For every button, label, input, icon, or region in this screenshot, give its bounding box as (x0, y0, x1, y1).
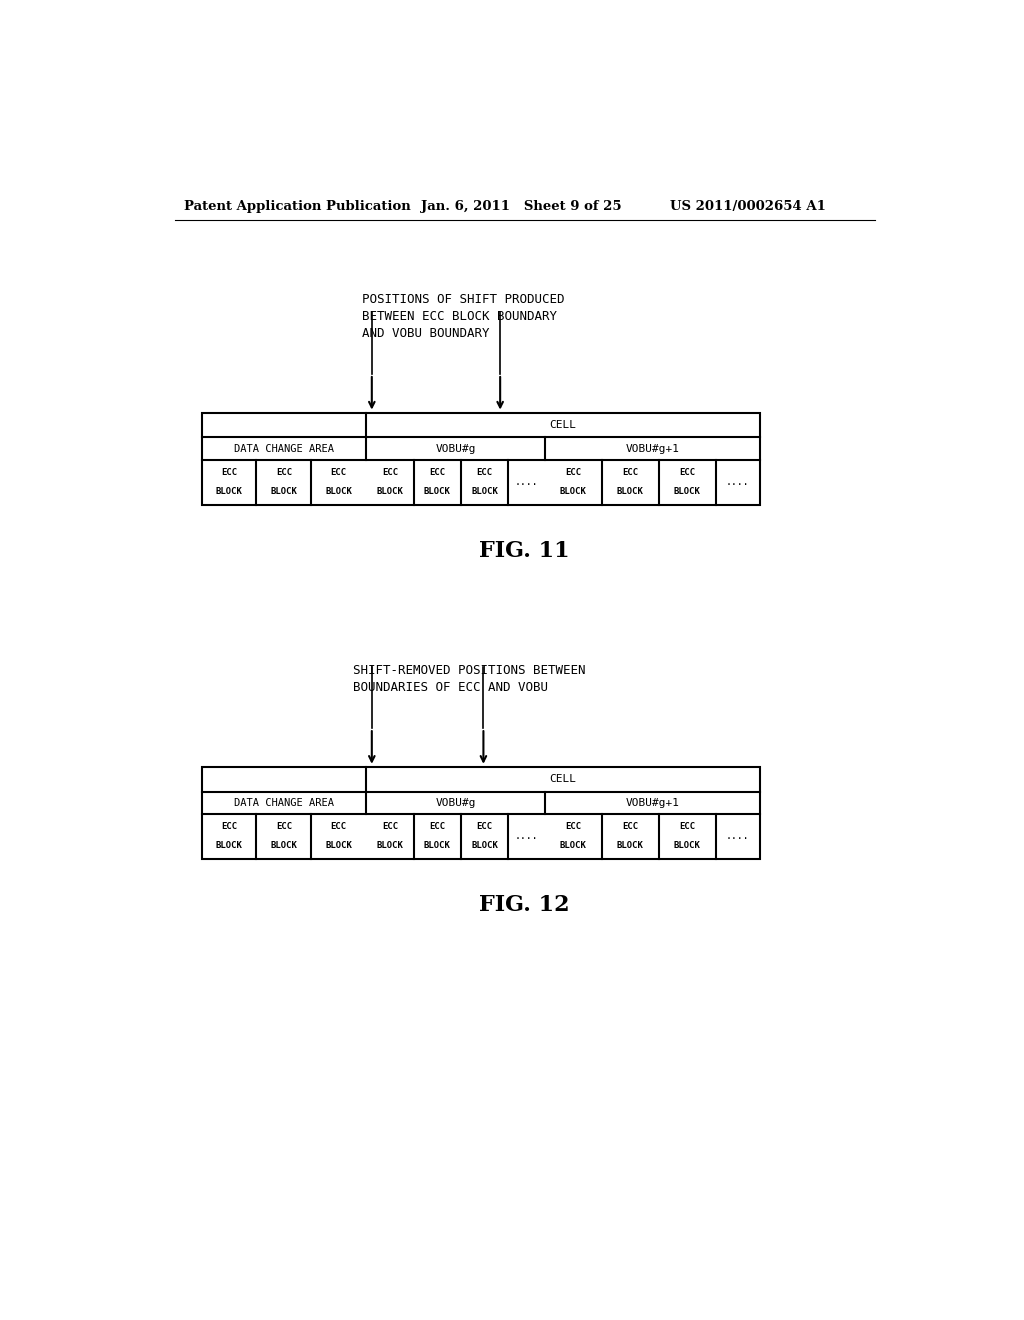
Text: ....: .... (726, 832, 750, 841)
Text: ECC: ECC (679, 467, 695, 477)
Text: ECC: ECC (221, 822, 238, 832)
Text: BOUNDARIES OF ECC AND VOBU: BOUNDARIES OF ECC AND VOBU (352, 681, 548, 694)
Text: ECC: ECC (429, 822, 445, 832)
Bar (202, 767, 760, 859)
Text: BLOCK: BLOCK (616, 487, 644, 496)
Text: CELL: CELL (550, 420, 577, 430)
Text: BLOCK: BLOCK (560, 841, 587, 850)
Bar (202, 412, 760, 504)
Text: ECC: ECC (476, 467, 493, 477)
Text: ....: .... (726, 478, 750, 487)
Text: BLOCK: BLOCK (560, 487, 587, 496)
Text: BLOCK: BLOCK (674, 841, 700, 850)
Text: ECC: ECC (382, 822, 398, 832)
Text: ECC: ECC (275, 467, 292, 477)
Text: BLOCK: BLOCK (674, 487, 700, 496)
Text: ECC: ECC (623, 467, 638, 477)
Text: BLOCK: BLOCK (471, 841, 498, 850)
Text: ECC: ECC (429, 467, 445, 477)
Text: ECC: ECC (476, 822, 493, 832)
Text: POSITIONS OF SHIFT PRODUCED: POSITIONS OF SHIFT PRODUCED (362, 293, 564, 306)
Text: VOBU#g+1: VOBU#g+1 (626, 444, 679, 454)
Text: FIG. 11: FIG. 11 (479, 540, 570, 562)
Text: CELL: CELL (550, 774, 577, 784)
Text: ....: .... (515, 478, 539, 487)
Text: ECC: ECC (623, 822, 638, 832)
Text: SHIFT-REMOVED POSITIONS BETWEEN: SHIFT-REMOVED POSITIONS BETWEEN (352, 664, 586, 677)
Text: ECC: ECC (331, 822, 347, 832)
Text: BLOCK: BLOCK (216, 841, 243, 850)
Text: ECC: ECC (565, 467, 582, 477)
Text: BLOCK: BLOCK (326, 487, 352, 496)
Text: DATA CHANGE AREA: DATA CHANGE AREA (233, 797, 334, 808)
Text: BLOCK: BLOCK (424, 841, 451, 850)
Text: ....: .... (515, 832, 539, 841)
Text: ECC: ECC (382, 467, 398, 477)
Text: BLOCK: BLOCK (377, 487, 403, 496)
Text: ECC: ECC (679, 822, 695, 832)
Text: BETWEEN ECC BLOCK BOUNDARY: BETWEEN ECC BLOCK BOUNDARY (362, 310, 557, 323)
Text: ECC: ECC (275, 822, 292, 832)
Text: BLOCK: BLOCK (471, 487, 498, 496)
Text: BLOCK: BLOCK (326, 841, 352, 850)
Text: FIG. 12: FIG. 12 (479, 895, 570, 916)
Text: BLOCK: BLOCK (616, 841, 644, 850)
Text: ECC: ECC (565, 822, 582, 832)
Text: Jan. 6, 2011   Sheet 9 of 25: Jan. 6, 2011 Sheet 9 of 25 (421, 199, 622, 213)
Text: BLOCK: BLOCK (270, 487, 297, 496)
Text: BLOCK: BLOCK (270, 841, 297, 850)
Text: Patent Application Publication: Patent Application Publication (183, 199, 411, 213)
Text: VOBU#g: VOBU#g (435, 444, 476, 454)
Text: ECC: ECC (331, 467, 347, 477)
Text: BLOCK: BLOCK (377, 841, 403, 850)
Text: BLOCK: BLOCK (424, 487, 451, 496)
Text: ECC: ECC (221, 467, 238, 477)
Text: DATA CHANGE AREA: DATA CHANGE AREA (233, 444, 334, 454)
Text: AND VOBU BOUNDARY: AND VOBU BOUNDARY (362, 326, 489, 339)
Text: US 2011/0002654 A1: US 2011/0002654 A1 (671, 199, 826, 213)
Text: VOBU#g+1: VOBU#g+1 (626, 797, 679, 808)
Text: VOBU#g: VOBU#g (435, 797, 476, 808)
Text: BLOCK: BLOCK (216, 487, 243, 496)
